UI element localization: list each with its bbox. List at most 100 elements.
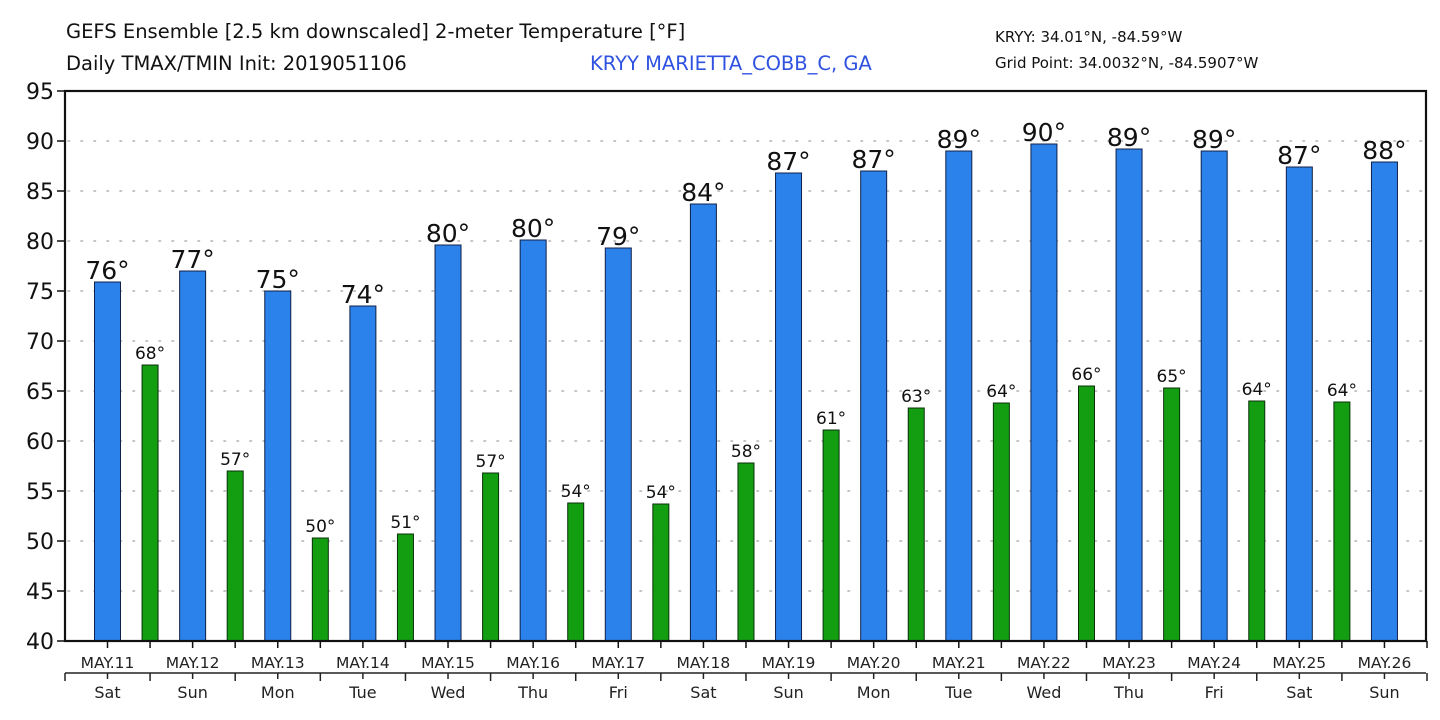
tmax-label: 76° — [85, 256, 129, 285]
tmax-bar — [860, 170, 888, 642]
tmax-bar — [1370, 161, 1398, 642]
axes: 40 45 50 55 60 65 70 75 80 85 90 95 MAY.11 MAY.12 MAY.… — [26, 80, 1428, 702]
weekday-label: Sun — [1369, 683, 1399, 702]
tmin-bar — [396, 533, 414, 642]
date-label: MAY.13 — [251, 654, 305, 672]
date-label: MAY.26 — [1358, 654, 1412, 672]
bars — [94, 143, 1398, 642]
tmax-label: 89° — [1107, 123, 1151, 152]
bar-labels: 76° 77° 75° 74° 80° 80° 79° 84° 87° 87° 89° 90° 89° 8… — [85, 118, 1406, 537]
y-tick-label: 40 — [26, 630, 54, 655]
weekday-label: Sat — [1286, 683, 1312, 702]
weekday-label: Fri — [1205, 683, 1224, 702]
tmax-bar — [349, 305, 377, 642]
date-label: MAY.24 — [1187, 654, 1241, 672]
y-tick-label: 65 — [26, 380, 54, 405]
tmin-bar — [992, 402, 1010, 642]
tmin-label: 65° — [1157, 367, 1187, 387]
y-tick-label: 50 — [26, 530, 54, 555]
weekday-label: Sun — [773, 683, 803, 702]
tmax-bar — [264, 290, 292, 642]
tmax-label: 84° — [681, 178, 725, 207]
tmax-label: 74° — [341, 280, 385, 309]
date-label: MAY.25 — [1272, 654, 1326, 672]
y-tick-label: 85 — [26, 180, 54, 205]
weekday-label: Mon — [261, 683, 295, 702]
tmin-label: 68° — [135, 344, 165, 364]
tmin-label: 54° — [646, 483, 676, 503]
tmax-label: 75° — [256, 265, 300, 294]
tmin-bar — [482, 472, 500, 642]
weekday-label: Tue — [944, 683, 972, 702]
date-label: MAY.20 — [847, 654, 901, 672]
tmax-bar — [689, 203, 717, 642]
weekday-label: Fri — [609, 683, 628, 702]
tmax-label: 90° — [1022, 118, 1066, 147]
tmin-bar — [652, 503, 670, 642]
tmin-label: 54° — [561, 482, 591, 502]
y-tick-label: 95 — [26, 80, 54, 105]
date-label: MAY.21 — [932, 654, 986, 672]
station-name: KRYY MARIETTA_COBB_C, GA — [590, 52, 872, 75]
tmin-bar — [1077, 385, 1095, 642]
date-label: MAY.15 — [421, 654, 475, 672]
tmax-bar — [604, 247, 632, 642]
tmin-label: 66° — [1071, 365, 1101, 385]
weekday-label: Wed — [431, 683, 466, 702]
tmax-bar — [1200, 150, 1228, 642]
tmin-label: 51° — [390, 513, 420, 533]
date-label: MAY.17 — [591, 654, 645, 672]
tmin-bar — [1333, 401, 1351, 642]
tmax-label: 87° — [1277, 141, 1321, 170]
tmin-label: 61° — [816, 409, 846, 429]
weekday-label: Mon — [857, 683, 891, 702]
date-label: MAY.23 — [1102, 654, 1156, 672]
tmax-label: 89° — [1192, 125, 1236, 154]
tmax-bar — [1285, 166, 1313, 642]
date-label: MAY.18 — [677, 654, 731, 672]
y-tick-label: 80 — [26, 230, 54, 255]
weekday-label: Thu — [1113, 683, 1144, 702]
tmin-bar — [226, 470, 244, 642]
tmax-label: 79° — [596, 222, 640, 251]
tmax-bar — [945, 150, 973, 642]
tmin-label: 58° — [731, 442, 761, 462]
tmax-label: 80° — [426, 219, 470, 248]
date-label: MAY.16 — [506, 654, 560, 672]
tmin-label: 57° — [220, 450, 250, 470]
tmax-bar — [94, 281, 121, 642]
chart-title: GEFS Ensemble [2.5 km downscaled] 2-mete… — [66, 20, 686, 43]
date-label: MAY.14 — [336, 654, 390, 672]
tmax-label: 77° — [170, 245, 214, 274]
y-tick-label: 60 — [26, 430, 54, 455]
tmax-bar — [519, 239, 547, 642]
date-label: MAY.11 — [81, 654, 135, 672]
date-label: MAY.19 — [762, 654, 816, 672]
tmin-bar — [1248, 400, 1266, 642]
tmax-bar — [1115, 148, 1143, 642]
weekday-label: Thu — [517, 683, 548, 702]
tmin-bar — [822, 429, 840, 642]
y-tick-label: 70 — [26, 330, 54, 355]
tmin-bar — [737, 462, 755, 642]
tmax-label: 88° — [1362, 136, 1406, 165]
y-tick-label: 75 — [26, 280, 54, 305]
weekday-label: Sat — [94, 683, 120, 702]
grid-point-coordinates: Grid Point: 34.0032°N, -84.5907°W — [995, 54, 1259, 72]
tmin-label: 57° — [476, 452, 506, 472]
date-label: MAY.12 — [166, 654, 220, 672]
tmin-label: 64° — [1327, 381, 1357, 401]
tmin-label: 50° — [305, 517, 335, 537]
y-tick-label: 45 — [26, 580, 54, 605]
weekday-label: Tue — [348, 683, 376, 702]
tmin-bar — [141, 364, 159, 642]
tmin-label: 64° — [986, 382, 1016, 402]
tmax-label: 89° — [937, 125, 981, 154]
gridlines — [67, 140, 1427, 592]
tmin-bar — [311, 537, 329, 642]
tmax-bar — [775, 172, 803, 642]
tmin-bar — [907, 407, 925, 642]
y-tick-label: 55 — [26, 480, 54, 505]
tmin-bar — [1163, 387, 1181, 642]
